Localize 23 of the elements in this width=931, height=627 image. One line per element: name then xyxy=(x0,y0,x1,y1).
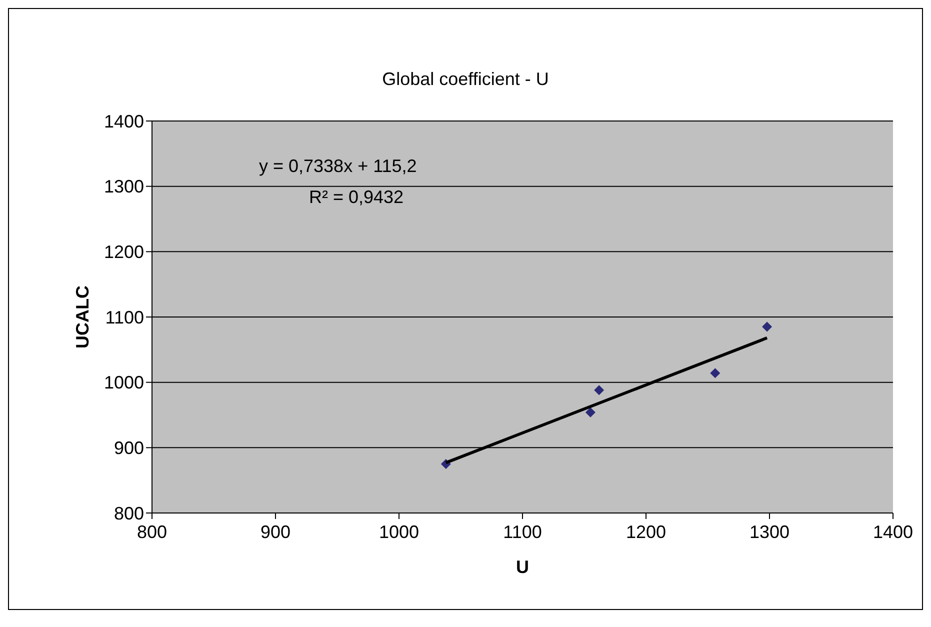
y-tick-label: 1400 xyxy=(104,111,144,132)
point xyxy=(594,385,604,396)
x-tick-label: 800 xyxy=(136,522,168,542)
x-tick-label: 1000 xyxy=(378,522,420,542)
x-tick-label: 1300 xyxy=(749,522,790,542)
y-axis-title: UCALC xyxy=(72,286,92,348)
annotation: y = 0,7338x + 115,2 xyxy=(259,156,417,177)
chart-title: Global coefficient - U xyxy=(381,69,550,90)
point xyxy=(762,322,772,332)
y-tick-label: 800 xyxy=(114,503,144,524)
x-axis-title: U xyxy=(516,557,529,577)
point xyxy=(585,407,596,418)
annotation: R² = 0,9432 xyxy=(309,187,404,208)
y-tick-label: 1000 xyxy=(104,372,144,393)
x-tick-label: 1200 xyxy=(626,522,666,542)
point xyxy=(710,368,720,378)
x-tick-label: 900 xyxy=(260,522,291,542)
x-tick-label: 1100 xyxy=(503,522,542,542)
y-tick-label: 1100 xyxy=(105,307,144,328)
y-tick-label: 1200 xyxy=(104,242,144,262)
y-tick-label: 900 xyxy=(114,438,144,458)
y-tick-label: 1300 xyxy=(104,176,144,197)
x-tick-label: 1400 xyxy=(872,522,914,542)
